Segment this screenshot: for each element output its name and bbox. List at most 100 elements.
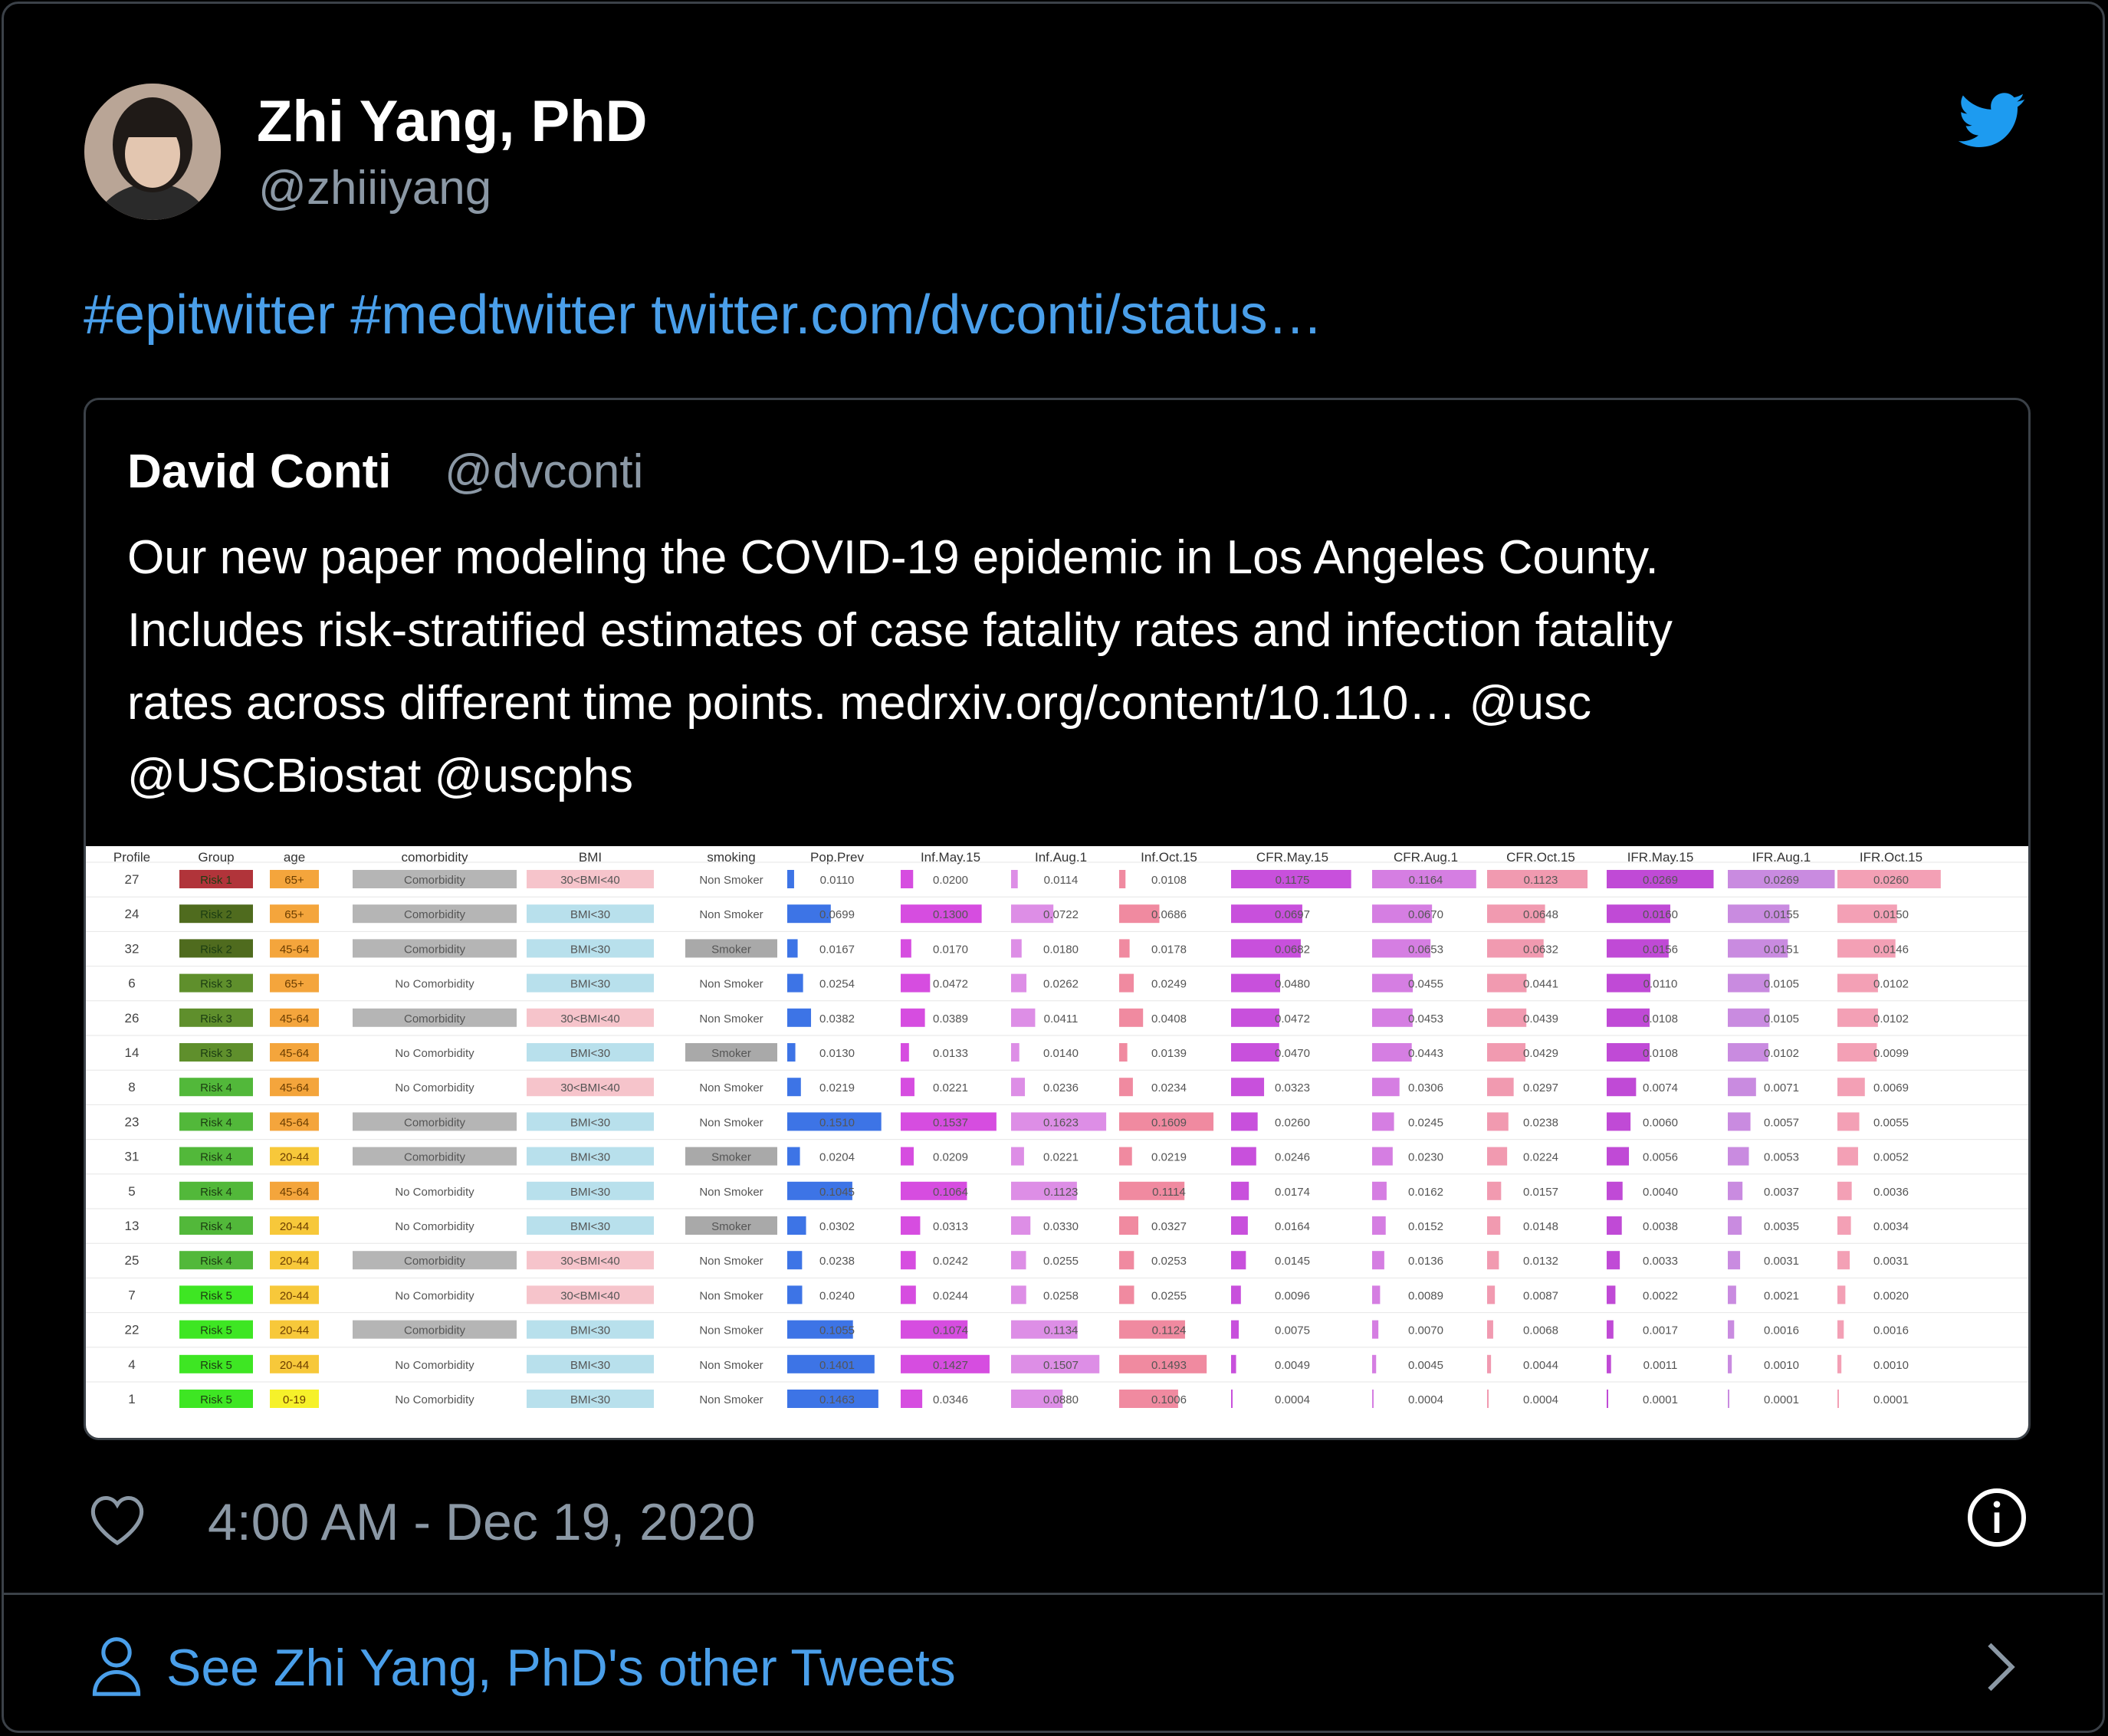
cell-bar xyxy=(1372,1390,1374,1408)
cell-profile: 31 xyxy=(125,1150,140,1164)
table-header: Inf.Aug.1 xyxy=(1035,850,1087,865)
cell-value: 0.0480 xyxy=(1275,978,1310,991)
cell-age-chip xyxy=(270,939,319,958)
cell-bmi: BMI<30 xyxy=(570,1359,610,1372)
cell-value: 0.0443 xyxy=(1408,1047,1443,1060)
cell-profile: 23 xyxy=(125,1114,140,1129)
cell-value: 0.0254 xyxy=(819,978,855,991)
cell-bmi: BMI<30 xyxy=(570,1220,610,1233)
cell-bar xyxy=(1231,1320,1239,1339)
cell-value: 0.0057 xyxy=(1764,1116,1799,1129)
cell-value: 0.1537 xyxy=(933,1116,968,1129)
timestamp[interactable]: 4:00 AM - Dec 19, 2020 xyxy=(208,1493,756,1551)
cell-group-chip xyxy=(179,1078,253,1097)
cell-age-chip xyxy=(270,1078,319,1097)
cell-value: 0.1123 xyxy=(1044,1186,1079,1199)
avatar-image xyxy=(84,84,221,220)
cell-bar xyxy=(1011,1043,1020,1062)
info-icon[interactable] xyxy=(1966,1487,2028,1548)
cell-bmi-chip xyxy=(527,1147,654,1166)
cell-value: 0.1064 xyxy=(933,1186,968,1199)
heart-icon[interactable] xyxy=(88,1493,146,1547)
cell-bar xyxy=(1487,1112,1509,1131)
cell-bar xyxy=(1487,1147,1508,1166)
cell-bar xyxy=(1837,1112,1860,1131)
cell-bar xyxy=(901,1251,916,1270)
cell-group: Risk 4 xyxy=(200,1255,232,1268)
cell-bar xyxy=(1837,1008,1878,1027)
cell-bmi: BMI<30 xyxy=(570,1324,610,1337)
cell-bar xyxy=(1011,1354,1100,1373)
cell-value: 0.0152 xyxy=(1408,1220,1443,1233)
cell-value: 0.0045 xyxy=(1408,1359,1443,1372)
cell-profile: 1 xyxy=(128,1392,135,1406)
cell-comorbidity: Comorbidity xyxy=(404,1116,466,1129)
table-header: Inf.May.15 xyxy=(921,850,980,865)
cell-group: Risk 5 xyxy=(200,1324,232,1337)
cell-value: 0.0255 xyxy=(1151,1289,1187,1302)
cell-group-chip xyxy=(179,1043,253,1062)
quoted-tweet[interactable]: David Conti @dvconti Our new paper model… xyxy=(84,398,2031,1440)
cell-bar xyxy=(1372,1112,1394,1131)
cell-value: 0.1124 xyxy=(1152,1324,1187,1337)
cell-value: 0.0632 xyxy=(1523,943,1558,956)
cell-bar xyxy=(901,1181,967,1200)
cell-value: 0.1006 xyxy=(1151,1393,1187,1406)
cell-value: 0.1427 xyxy=(933,1359,968,1372)
quoted-text-line: Our new paper modeling the COVID-19 epid… xyxy=(127,531,1659,584)
cell-comorbidity: No Comorbidity xyxy=(395,1289,474,1302)
cell-value: 0.0155 xyxy=(1764,908,1799,921)
table-header: Pop.Prev xyxy=(810,850,864,865)
see-other-tweets-link[interactable]: See Zhi Yang, PhD's other Tweets xyxy=(166,1639,956,1697)
cell-age-chip xyxy=(270,1008,319,1027)
cell-group-chip xyxy=(179,1390,253,1408)
cell-value: 0.0470 xyxy=(1275,1047,1310,1060)
cell-bar xyxy=(901,870,914,888)
cell-profile: 8 xyxy=(128,1080,135,1094)
divider xyxy=(4,1593,2103,1595)
cell-smoking: Non Smoker xyxy=(699,1255,763,1268)
avatar[interactable] xyxy=(84,84,221,220)
cell-value: 0.1463 xyxy=(819,1393,855,1406)
cell-group-chip xyxy=(179,1147,253,1166)
quoted-tweet-image[interactable]: Profile Group age comorbidity BMI smoking Pop.… xyxy=(86,846,2028,1438)
cell-age: 45-64 xyxy=(280,943,309,956)
twitter-bird-icon[interactable] xyxy=(1959,92,2026,149)
cell-age: 0-19 xyxy=(283,1393,306,1406)
cell-bar xyxy=(1119,1008,1144,1027)
cell-value: 0.0132 xyxy=(1523,1255,1558,1268)
cell-comorbidity-chip xyxy=(353,904,517,924)
cell-bmi: 30<BMI<40 xyxy=(560,874,620,887)
cell-bmi-chip xyxy=(527,1251,654,1270)
cell-smoking: Smoker xyxy=(711,1151,751,1164)
cell-bar xyxy=(1119,1181,1185,1200)
cell-bar xyxy=(1607,1078,1637,1097)
cell-value: 0.0070 xyxy=(1408,1324,1443,1337)
cell-group-chip xyxy=(179,1251,253,1270)
cell-bar xyxy=(1231,1285,1241,1304)
chevron-right-icon[interactable] xyxy=(1982,1640,2020,1694)
cell-group: Risk 3 xyxy=(200,1047,232,1060)
cell-smoking: Non Smoker xyxy=(699,1186,763,1199)
cell-value: 0.0167 xyxy=(819,943,855,956)
cell-bar xyxy=(1837,904,1897,924)
author-name[interactable]: Zhi Yang, PhD xyxy=(257,89,648,154)
cell-value: 0.0108 xyxy=(1151,874,1187,887)
cell-bar xyxy=(1231,1078,1265,1097)
table-header: comorbidity xyxy=(402,850,468,865)
cell-smoking: Non Smoker xyxy=(699,1393,763,1406)
cell-bar xyxy=(901,973,931,993)
cell-bar xyxy=(1372,1285,1381,1304)
cell-age-chip xyxy=(270,1320,319,1339)
cell-group-chip xyxy=(179,973,253,993)
table-header: smoking xyxy=(707,850,755,865)
cell-value: 0.0114 xyxy=(1044,874,1079,887)
cell-group-chip xyxy=(179,904,253,924)
tweet-text[interactable]: #epitwitter #medtwitter twitter.com/dvco… xyxy=(84,284,1323,346)
cell-value: 0.0035 xyxy=(1764,1220,1799,1233)
cell-value: 0.0151 xyxy=(1764,943,1799,956)
cell-smoking: Non Smoker xyxy=(699,978,763,991)
author-handle[interactable]: @zhiiiyang xyxy=(258,162,492,215)
cell-value: 0.0056 xyxy=(1643,1151,1678,1164)
